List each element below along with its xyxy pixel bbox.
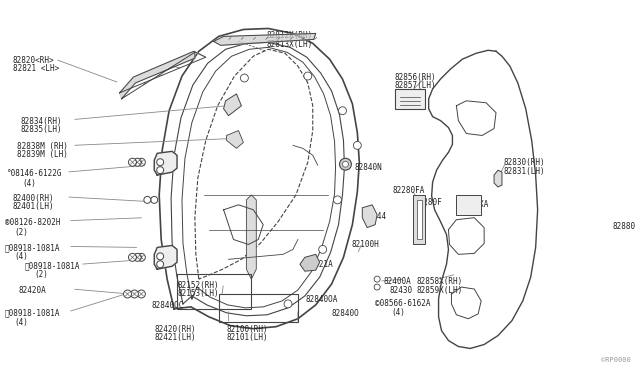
Text: 82813X(LH): 82813X(LH) <box>266 41 312 49</box>
Text: 82840OA: 82840OA <box>306 295 338 304</box>
Text: 82401(LH): 82401(LH) <box>13 202 54 211</box>
Text: 82100(RH): 82100(RH) <box>227 325 268 334</box>
Circle shape <box>157 261 164 268</box>
Circle shape <box>138 253 145 261</box>
Circle shape <box>134 158 141 166</box>
FancyBboxPatch shape <box>456 195 481 215</box>
Text: (2): (2) <box>15 228 28 237</box>
Text: 82880: 82880 <box>613 222 636 231</box>
Circle shape <box>157 253 164 260</box>
FancyBboxPatch shape <box>395 89 425 109</box>
Text: 82430: 82430 <box>389 286 412 295</box>
Polygon shape <box>227 131 243 148</box>
Text: 82838M (RH): 82838M (RH) <box>17 142 67 151</box>
Text: 82840O: 82840O <box>332 309 359 318</box>
Circle shape <box>144 196 151 203</box>
Text: 82820<RH>: 82820<RH> <box>13 56 54 65</box>
Text: 82859X(LH): 82859X(LH) <box>417 286 463 295</box>
Polygon shape <box>417 200 422 240</box>
Text: 82858XA: 82858XA <box>456 200 489 209</box>
Text: 82420(RH): 82420(RH) <box>154 325 196 334</box>
Polygon shape <box>362 205 377 228</box>
Text: 82821A: 82821A <box>306 260 333 269</box>
Circle shape <box>241 74 248 82</box>
Circle shape <box>138 158 145 166</box>
Text: (4): (4) <box>15 318 28 327</box>
Polygon shape <box>223 94 241 116</box>
Text: 82400(RH): 82400(RH) <box>13 194 54 203</box>
Text: 82835(LH): 82835(LH) <box>20 125 62 134</box>
Text: 82812X(RH): 82812X(RH) <box>266 32 312 41</box>
Text: ®08126-8202H: ®08126-8202H <box>4 218 60 227</box>
Circle shape <box>374 284 380 290</box>
Circle shape <box>333 196 342 204</box>
Text: 82858X(RH): 82858X(RH) <box>417 277 463 286</box>
Text: ⓝ08918-1081A: ⓝ08918-1081A <box>24 261 80 270</box>
Text: 82831(LH): 82831(LH) <box>504 167 545 176</box>
Text: (4): (4) <box>391 308 405 317</box>
Text: (2): (2) <box>35 270 48 279</box>
Text: 82821 <LH>: 82821 <LH> <box>13 64 59 73</box>
Circle shape <box>131 290 138 298</box>
Text: ©RP0000: ©RP0000 <box>601 357 631 363</box>
Text: 82420A: 82420A <box>19 286 46 295</box>
Circle shape <box>157 159 164 166</box>
Circle shape <box>151 196 157 203</box>
Text: ©08566-6162A: ©08566-6162A <box>375 299 431 308</box>
Circle shape <box>124 290 131 298</box>
Text: 82153(LH): 82153(LH) <box>177 289 219 298</box>
Polygon shape <box>413 195 425 244</box>
Circle shape <box>138 290 145 298</box>
Text: °08146-6122G: °08146-6122G <box>6 169 62 178</box>
Circle shape <box>134 253 141 261</box>
Polygon shape <box>246 195 256 279</box>
Circle shape <box>339 158 351 170</box>
Polygon shape <box>154 151 177 175</box>
Text: 82830(RH): 82830(RH) <box>504 158 545 167</box>
Text: 82840OC: 82840OC <box>151 301 184 310</box>
Text: ⓝ08918-1081A: ⓝ08918-1081A <box>4 243 60 253</box>
Text: (4): (4) <box>15 252 28 262</box>
Circle shape <box>157 167 164 174</box>
Circle shape <box>374 276 380 282</box>
Polygon shape <box>300 254 320 271</box>
Text: 82857(LH): 82857(LH) <box>395 81 436 90</box>
Text: 82421(LH): 82421(LH) <box>154 333 196 341</box>
Circle shape <box>284 300 292 308</box>
Circle shape <box>339 107 346 115</box>
Text: 82100H: 82100H <box>351 240 379 250</box>
Text: 82834(RH): 82834(RH) <box>20 117 62 126</box>
Text: 82152(RH): 82152(RH) <box>177 281 219 290</box>
Text: 82839M (LH): 82839M (LH) <box>17 150 67 159</box>
Circle shape <box>353 141 362 149</box>
Text: 82280FA: 82280FA <box>393 186 426 195</box>
Polygon shape <box>154 246 177 269</box>
Text: 82280F: 82280F <box>415 198 442 207</box>
Text: (4): (4) <box>22 179 36 188</box>
Text: 82840N: 82840N <box>355 163 382 172</box>
Polygon shape <box>120 51 206 99</box>
Circle shape <box>129 158 136 166</box>
Circle shape <box>304 72 312 80</box>
Polygon shape <box>214 33 316 45</box>
Text: 82856(RH): 82856(RH) <box>395 73 436 82</box>
Text: 82144: 82144 <box>364 212 387 221</box>
Polygon shape <box>494 170 502 187</box>
Circle shape <box>342 161 348 167</box>
Text: 82400A: 82400A <box>383 277 411 286</box>
Circle shape <box>319 246 326 253</box>
Text: 82101(LH): 82101(LH) <box>227 333 268 341</box>
Text: ⓝ08918-1081A: ⓝ08918-1081A <box>4 309 60 318</box>
Circle shape <box>129 253 136 261</box>
